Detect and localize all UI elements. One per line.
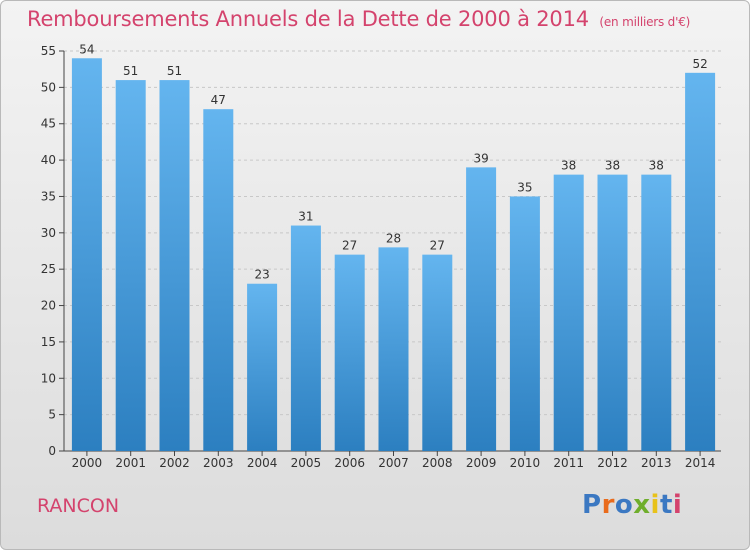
bar — [509, 196, 540, 451]
x-tick-label: 2005 — [291, 456, 322, 470]
x-tick-label: 2014 — [685, 456, 716, 470]
bar-value-label: 51 — [123, 64, 138, 78]
y-tick-label: 5 — [48, 408, 56, 422]
chart-title: Remboursements Annuels de la Dette de 20… — [27, 7, 690, 31]
bar — [71, 58, 102, 451]
town-name: RANCON — [37, 495, 120, 517]
bar-value-label: 47 — [211, 93, 226, 107]
bar — [115, 80, 146, 451]
bar-value-label: 38 — [605, 159, 620, 173]
bar — [466, 167, 497, 451]
x-tick-label: 2009 — [466, 456, 497, 470]
x-tick-label: 2003 — [203, 456, 234, 470]
x-tick-label: 2012 — [597, 456, 628, 470]
bar — [159, 80, 190, 451]
bar — [422, 254, 453, 451]
chart-title-text: Remboursements Annuels de la Dette de 20… — [27, 7, 589, 31]
x-tick-label: 2000 — [72, 456, 103, 470]
bar-value-label: 51 — [167, 64, 182, 78]
x-tick-label: 2001 — [115, 456, 146, 470]
bar — [203, 109, 234, 451]
x-tick-label: 2002 — [159, 456, 190, 470]
y-tick-label: 25 — [41, 262, 56, 276]
bar — [553, 174, 584, 452]
x-tick-label: 2010 — [510, 456, 541, 470]
y-tick-label: 20 — [41, 299, 56, 313]
logo-letter: t — [659, 490, 673, 520]
logo-letter: P — [582, 490, 602, 520]
x-tick-label: 2011 — [553, 456, 584, 470]
logo-letter: o — [614, 490, 634, 520]
y-tick-label: 45 — [41, 117, 56, 131]
bar-value-label: 23 — [254, 268, 269, 282]
bar-value-label: 35 — [517, 180, 532, 194]
proxiti-logo: Proxiti — [582, 490, 682, 520]
chart-subtitle: (en milliers d'€) — [599, 15, 691, 29]
logo-letter: x — [633, 490, 651, 520]
x-tick-label: 2013 — [641, 456, 672, 470]
bar-value-label: 31 — [298, 210, 313, 224]
bar-value-label: 52 — [692, 57, 707, 71]
bar — [378, 247, 409, 451]
bar-value-label: 38 — [561, 159, 576, 173]
bar-value-label: 27 — [430, 239, 445, 253]
bar-value-label: 27 — [342, 239, 357, 253]
y-tick-label: 30 — [41, 226, 56, 240]
bar-value-label: 39 — [473, 151, 488, 165]
x-tick-label: 2007 — [378, 456, 409, 470]
y-tick-label: 55 — [41, 44, 56, 58]
y-tick-label: 35 — [41, 189, 56, 203]
logo-letter: i — [650, 490, 660, 520]
x-tick-label: 2006 — [334, 456, 365, 470]
logo-letter: i — [672, 490, 683, 520]
y-tick-label: 40 — [41, 153, 56, 167]
bar-value-label: 54 — [79, 42, 94, 56]
bar-value-label: 38 — [649, 159, 664, 173]
bar — [247, 283, 278, 451]
bar — [334, 254, 365, 451]
logo-letter: r — [601, 490, 615, 520]
y-tick-label: 0 — [48, 444, 56, 458]
bar — [597, 174, 628, 452]
bar-value-label: 28 — [386, 231, 401, 245]
x-tick-label: 2004 — [247, 456, 278, 470]
y-tick-label: 10 — [41, 371, 56, 385]
x-tick-label: 2008 — [422, 456, 453, 470]
y-tick-label: 15 — [41, 335, 56, 349]
y-tick-label: 50 — [41, 80, 56, 94]
bar — [641, 174, 672, 452]
bar — [290, 225, 321, 451]
bar — [685, 72, 716, 452]
